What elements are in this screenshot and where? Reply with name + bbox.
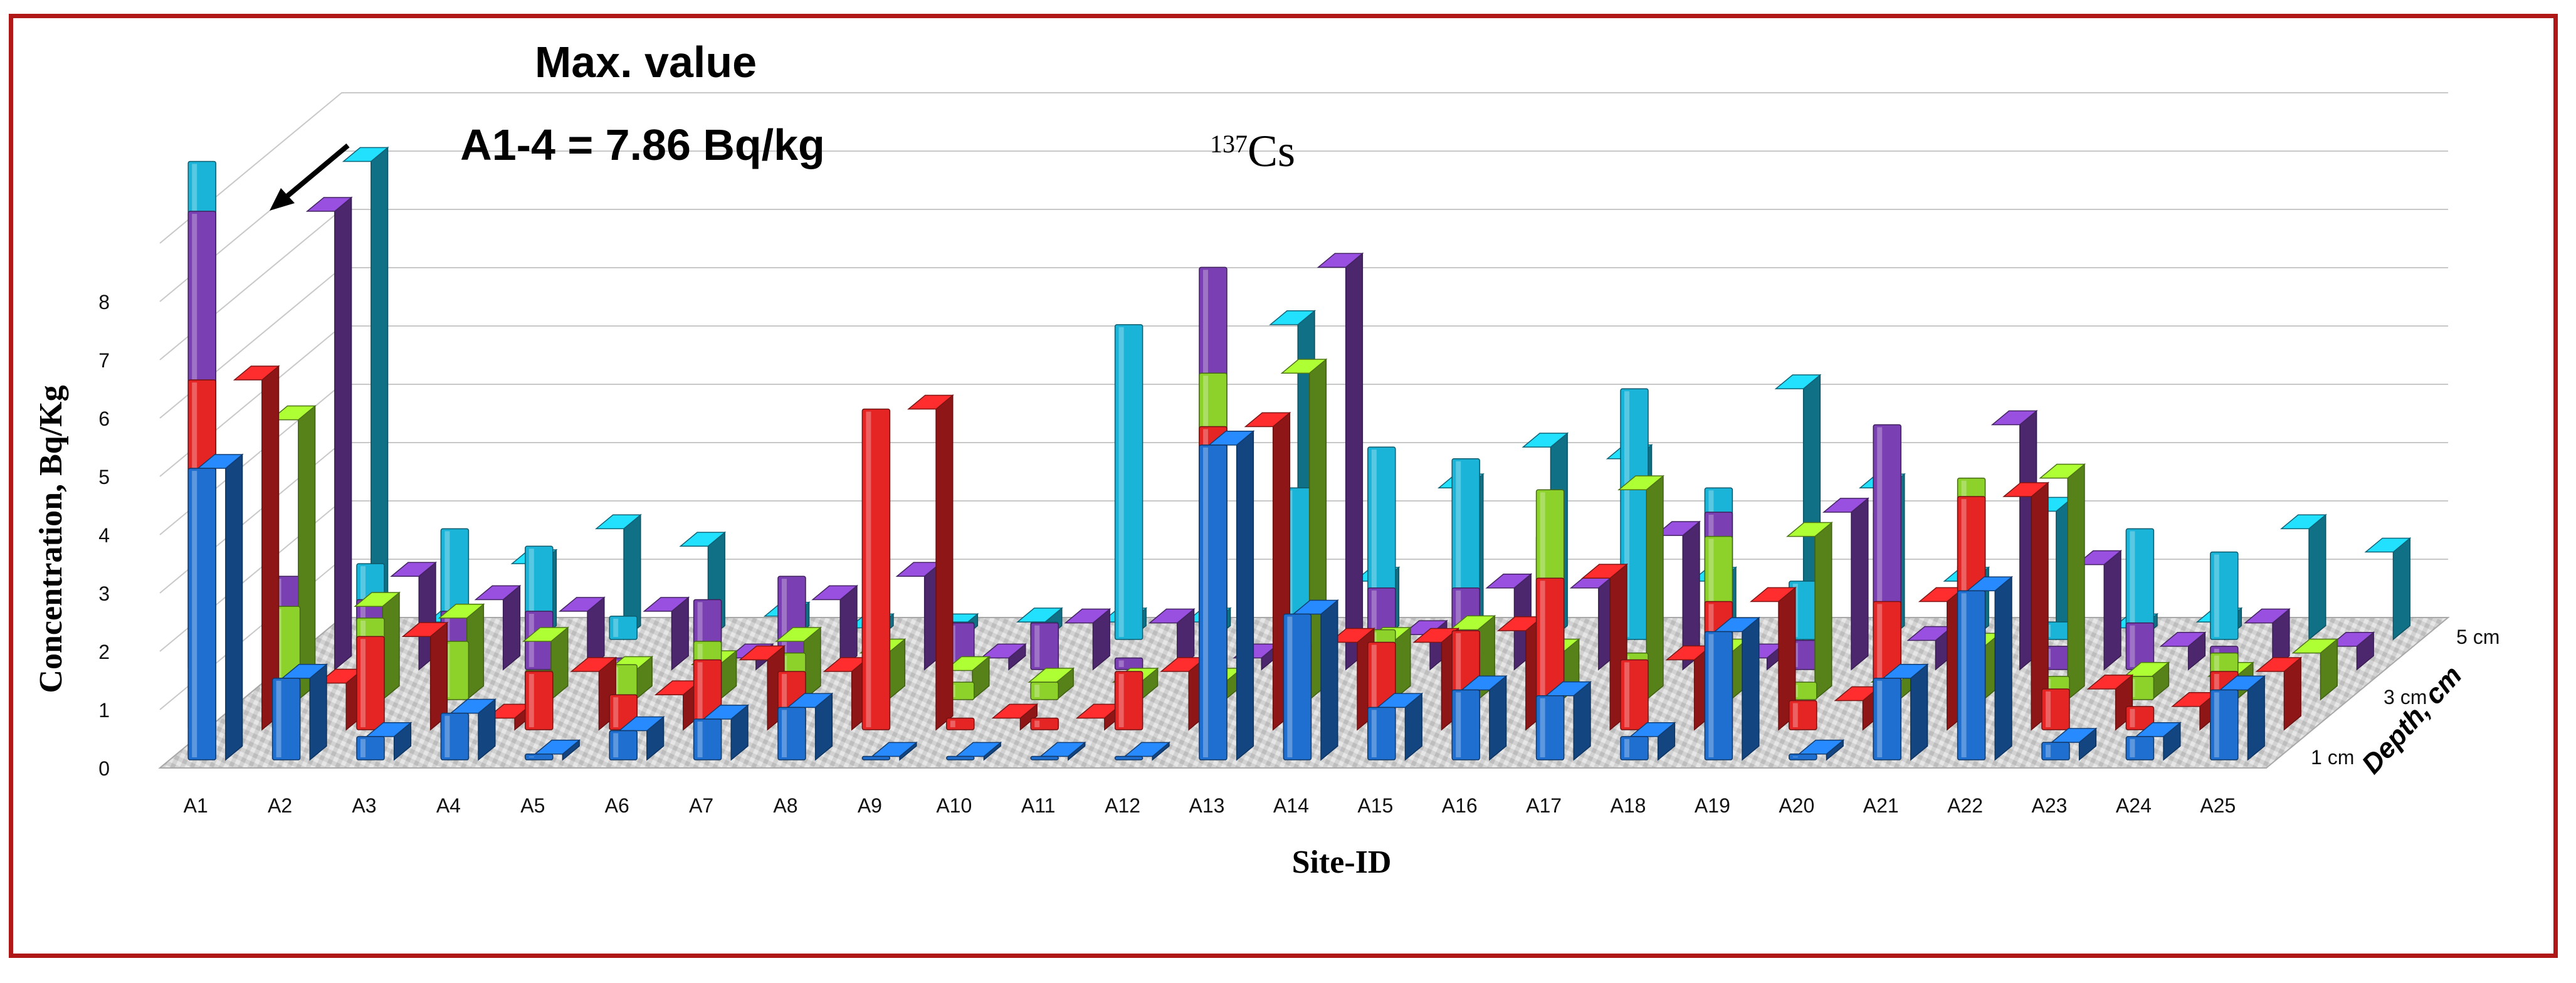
annotation-arrow	[270, 143, 350, 211]
bar-A6-1cm	[609, 715, 665, 761]
x-tick-label: A4	[436, 794, 461, 817]
x-tick-label: A25	[2200, 794, 2236, 817]
bar-A1-1cm	[187, 453, 244, 761]
bar-A11-4cm	[1030, 607, 1196, 671]
x-tick-label: A18	[1611, 794, 1646, 817]
bar-A23-2cm	[2041, 674, 2134, 731]
x-tick-label: A13	[1189, 794, 1225, 817]
x-tick-label: A7	[689, 794, 713, 817]
x-tick-label: A2	[268, 794, 292, 817]
x-tick-label: A15	[1357, 794, 1393, 817]
x-tick-label: A19	[1695, 794, 1730, 817]
bar-A4-1cm	[440, 698, 497, 761]
bar-A16-1cm	[1451, 675, 1508, 761]
chart-title: 137Cs	[1210, 126, 1295, 176]
bar-A22-1cm	[1957, 576, 2014, 761]
bar-A10-3cm	[946, 667, 1075, 701]
y-tick-label: 5	[98, 466, 110, 488]
x-tick-label: A23	[2032, 794, 2068, 817]
x-tick-label: A17	[1526, 794, 1562, 817]
bar-A21-1cm	[1873, 663, 1929, 761]
y-tick-label: 2	[98, 641, 110, 663]
depth-tick-label: 3 cm	[2384, 686, 2427, 708]
bar-A24-5cm	[2125, 513, 2327, 641]
y-axis-label: Concentration, Bq/Kg	[33, 385, 69, 693]
x-tick-label: A3	[352, 794, 376, 817]
x-tick-label: A20	[1779, 794, 1814, 817]
bar-A13-1cm	[1199, 430, 1255, 761]
x-tick-label: A21	[1863, 794, 1899, 817]
bar-A3-1cm	[356, 722, 413, 761]
bar-A14-1cm	[1283, 599, 1339, 761]
depth-tick-label: 5 cm	[2456, 626, 2500, 648]
x-tick-label: A22	[1947, 794, 1983, 817]
x-tick-label: A9	[858, 794, 882, 817]
bar-A18-1cm	[1620, 722, 1676, 761]
y-tick-label: 4	[98, 524, 110, 547]
x-tick-label: A12	[1105, 794, 1140, 817]
bar-A9-1cm	[861, 741, 918, 761]
bar-A8-1cm	[777, 692, 834, 761]
y-tick-label: 1	[98, 699, 110, 722]
bar-A5-1cm	[525, 739, 581, 761]
bar-A23-4cm	[2041, 631, 2207, 671]
depth-axis-ticks: 1 cm 3 cm 5 cm	[2311, 626, 2500, 769]
x-tick-label: A8	[773, 794, 797, 817]
bars	[187, 146, 2412, 761]
title-superscript: 137	[1210, 130, 1248, 158]
x-tick-label: A24	[2116, 794, 2152, 817]
depth-tick-label: 1 cm	[2311, 746, 2354, 769]
y-tick-label: 8	[98, 291, 110, 313]
bar-A24-4cm	[2125, 607, 2291, 671]
x-tick-label: A10	[936, 794, 972, 817]
x-tick-label: A1	[184, 794, 208, 817]
annotation-line-1: Max. value	[535, 38, 757, 87]
y-tick-label: 6	[98, 407, 110, 430]
bar-A8-4cm	[777, 561, 943, 671]
bar-A17-1cm	[1535, 681, 1592, 761]
bar-A24-1cm	[2125, 722, 2182, 761]
bar-A25-1cm	[2210, 675, 2266, 761]
title-main: Cs	[1248, 126, 1295, 176]
bar-A20-1cm	[1789, 739, 1845, 761]
bar-A19-1cm	[1704, 616, 1760, 761]
bar-A23-1cm	[2041, 727, 2098, 761]
bar-A9-2cm	[861, 394, 954, 731]
bar-A25-5cm	[2210, 537, 2412, 641]
x-tick-label: A11	[1021, 794, 1056, 817]
x-tick-label: A16	[1442, 794, 1478, 817]
y-tick-label: 3	[98, 582, 110, 605]
bar-A7-1cm	[693, 704, 750, 761]
bar-A15-1cm	[1367, 692, 1424, 761]
x-axis-label: Site-ID	[1292, 844, 1392, 880]
bar-A10-1cm	[946, 741, 1002, 761]
bar-A12-1cm	[1114, 741, 1171, 761]
annotation-line-2: A1-4 = 7.86 Bq/kg	[460, 120, 825, 169]
x-axis-ticks: A1 A2 A3 A4 A5 A6 A7 A8 A9 A10 A11 A12 A13 A14 A15 A16 A…	[184, 794, 2236, 817]
x-tick-label: A14	[1273, 794, 1309, 817]
y-axis-ticks: 0 1 2 3 4 5 6 7 8	[98, 291, 110, 780]
x-tick-label: A6	[605, 794, 629, 817]
y-tick-label: 7	[98, 349, 110, 372]
x-tick-label: A5	[520, 794, 545, 817]
y-tick-label: 0	[98, 757, 110, 780]
bar-A2-1cm	[271, 663, 329, 761]
bar-A11-1cm	[1030, 741, 1086, 761]
